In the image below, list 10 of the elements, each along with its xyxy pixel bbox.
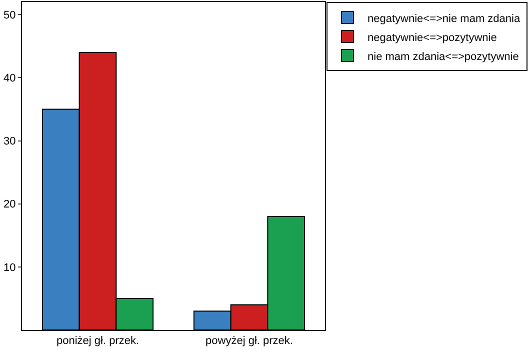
legend-label: negatywnie<=>nie mam zdania <box>368 12 521 25</box>
legend-label: nie mam zdania<=>pozytywnie <box>368 50 519 63</box>
x-tick-label: poniżej gł. przek. <box>56 335 140 348</box>
y-tick-label: 30 <box>4 136 16 148</box>
y-tick-label: 40 <box>4 72 16 85</box>
y-tick-label: 20 <box>4 198 16 211</box>
legend-label: negatywnie<=>pozytywnie <box>368 32 497 44</box>
y-tick-label: 10 <box>4 262 16 274</box>
y-tick-label: 50 <box>4 9 16 22</box>
x-tick-label: powyżej gł. przek. <box>206 335 293 348</box>
